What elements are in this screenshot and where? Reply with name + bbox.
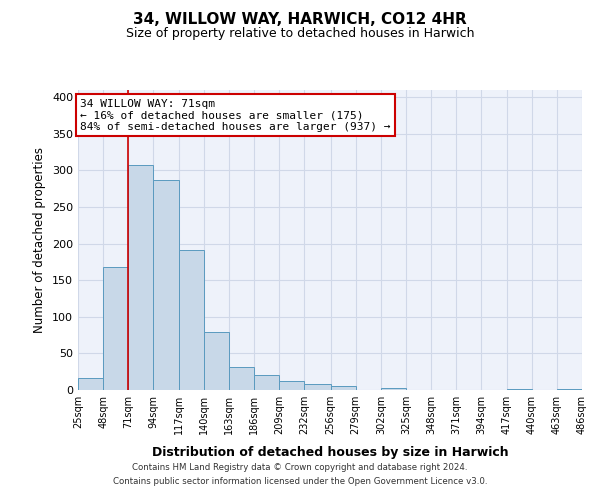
Bar: [304, 384, 331, 390]
Bar: [229, 366, 254, 390]
Bar: [381, 388, 406, 390]
Y-axis label: Number of detached properties: Number of detached properties: [34, 147, 46, 333]
Bar: [557, 388, 582, 390]
Bar: [179, 250, 204, 390]
Text: 34, WILLOW WAY, HARWICH, CO12 4HR: 34, WILLOW WAY, HARWICH, CO12 4HR: [133, 12, 467, 28]
Bar: [103, 267, 128, 390]
Text: Contains public sector information licensed under the Open Government Licence v3: Contains public sector information licen…: [113, 477, 487, 486]
Bar: [154, 180, 179, 390]
Bar: [331, 386, 356, 390]
Bar: [506, 388, 532, 390]
Bar: [78, 378, 103, 390]
Text: Distribution of detached houses by size in Harwich: Distribution of detached houses by size …: [152, 446, 508, 459]
Bar: [204, 332, 229, 390]
Text: Contains HM Land Registry data © Crown copyright and database right 2024.: Contains HM Land Registry data © Crown c…: [132, 464, 468, 472]
Bar: [254, 376, 279, 390]
Text: 34 WILLOW WAY: 71sqm
← 16% of detached houses are smaller (175)
84% of semi-deta: 34 WILLOW WAY: 71sqm ← 16% of detached h…: [80, 99, 391, 132]
Bar: [128, 166, 154, 390]
Bar: [279, 381, 304, 390]
Text: Size of property relative to detached houses in Harwich: Size of property relative to detached ho…: [126, 28, 474, 40]
